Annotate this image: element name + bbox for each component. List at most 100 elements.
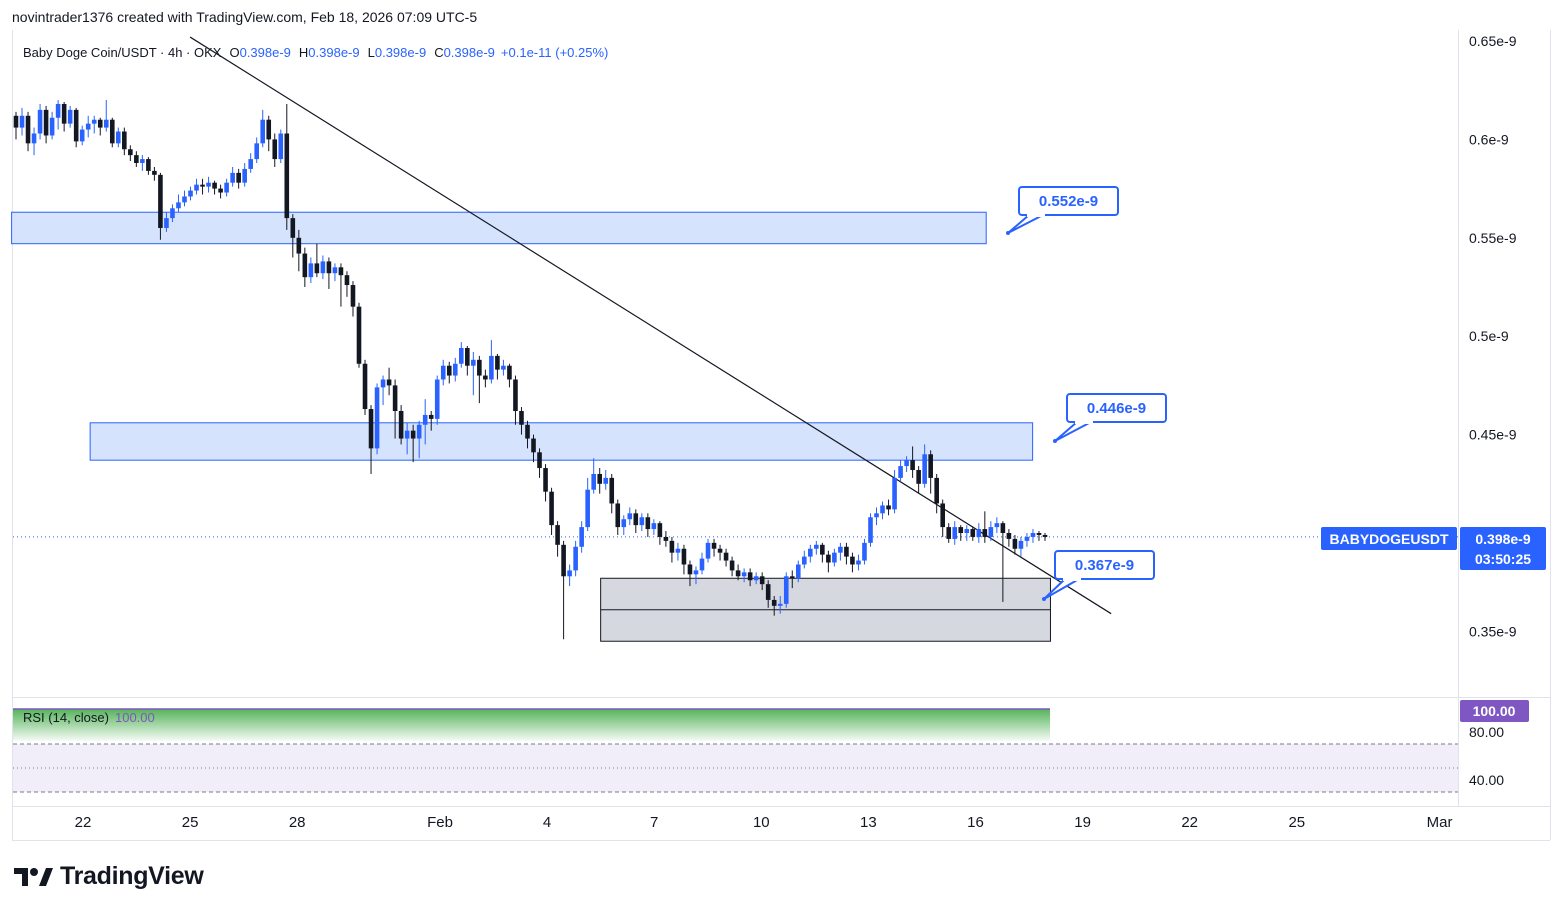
legend-open-value: 0.398e-9 [239, 45, 291, 60]
candle-body [266, 119, 272, 140]
time-tick-label: 19 [1074, 814, 1091, 831]
symbol-legend[interactable]: Baby Doge Coin/USDT · 4h · OKX O0.398e-9 H… [23, 45, 608, 60]
candle-body [115, 131, 121, 144]
candle-body [31, 133, 37, 144]
candle-body [988, 527, 994, 537]
candle-body [465, 348, 470, 366]
candle-body [862, 542, 867, 561]
price-tick-label: 0.6e-9 [1469, 131, 1509, 147]
candle-body [332, 267, 338, 274]
descending-trendline[interactable] [189, 36, 1112, 615]
zones-layer [11, 211, 1051, 642]
time-tick-label: Feb [427, 814, 453, 831]
callout-box-support[interactable] [1054, 550, 1155, 580]
time-tick-label: 7 [650, 814, 658, 831]
candle-body [1012, 538, 1018, 549]
callout-box-resistance-upper[interactable] [1018, 186, 1119, 216]
candles-layer [13, 100, 1048, 640]
candle-body [850, 556, 855, 565]
candle-body [597, 473, 603, 484]
price-tick-label: 0.35e-9 [1469, 623, 1517, 639]
candle-body [1000, 523, 1006, 533]
legend-low-label: L [367, 45, 375, 60]
trendline-layer[interactable] [189, 36, 1112, 615]
legend-change: +0.1e-11 (+0.25%) [500, 45, 609, 60]
candle-body [663, 536, 669, 541]
legend-close-value: 0.398e-9 [443, 45, 495, 60]
candle-body [615, 503, 621, 528]
time-tick-label: 13 [860, 814, 877, 831]
legend-close-label: C [434, 45, 444, 60]
candle-body [1018, 540, 1024, 549]
candle-body [398, 410, 404, 439]
candle-body [380, 379, 386, 388]
candle-body [826, 554, 831, 563]
candle-body [374, 387, 380, 449]
candle-body [639, 517, 645, 526]
callout-label-resistance-upper: 0.552e-9 [1039, 193, 1098, 210]
callout-pointer-resistance-upper [1007, 214, 1044, 234]
candle-body [892, 477, 897, 510]
candle-body [61, 103, 67, 124]
candle-body [128, 149, 133, 156]
candle-body [290, 218, 296, 238]
candle-body [67, 109, 73, 124]
candle-body [182, 196, 187, 203]
price-tick-label: 0.65e-9 [1469, 33, 1517, 49]
candle-body [747, 572, 753, 581]
tradingview-logo-text: TradingView [60, 862, 204, 890]
candle-body [856, 560, 861, 565]
candle-body [489, 355, 494, 380]
candle-body [248, 159, 253, 169]
candle-body [741, 572, 747, 577]
time-tick-label: 22 [1181, 814, 1198, 831]
candle-body [952, 527, 958, 539]
candle-body [477, 359, 482, 376]
callout-anchor-support [1042, 597, 1046, 601]
candle-body [976, 529, 982, 537]
candle-body [25, 115, 31, 144]
candle-body [452, 363, 458, 376]
rsi-tick-80: 80.00 [1469, 724, 1504, 740]
price-axis[interactable]: 0.65e-9 0.6e-9 0.55e-9 0.5e-9 0.45e-9 0.35e-9 [1469, 33, 1517, 639]
candle-body [404, 430, 410, 439]
tradingview-logo[interactable]: TradingView [14, 862, 204, 891]
callouts-layer[interactable]: 0.552e-9 0.446e-9 0.367e-9 [1006, 186, 1167, 601]
candle-body [820, 544, 825, 555]
candle-body [874, 513, 879, 518]
zone-resistance-upper [11, 211, 987, 245]
time-tick-label: 16 [967, 814, 984, 831]
candle-body [1036, 533, 1042, 535]
rsi-legend[interactable]: RSI (14, close) 100.00 [23, 710, 155, 725]
callout-anchor-resistance-mid [1053, 439, 1057, 443]
rsi-pane [13, 708, 1458, 793]
callout-box-resistance-mid[interactable] [1066, 393, 1167, 423]
rsi-badge-value: 100.00 [1473, 703, 1516, 719]
price-tick-label: 0.5e-9 [1469, 328, 1509, 344]
candle-body [440, 365, 446, 380]
candle-body [188, 190, 193, 197]
candle-body [73, 109, 79, 142]
symbol-badge: BABYDOGEUSDT [1321, 527, 1457, 550]
price-badge-countdown: 03:50:25 [1475, 551, 1531, 567]
candle-body [158, 174, 163, 228]
candle-body [880, 505, 885, 514]
candle-body [320, 261, 326, 274]
candle-body [97, 119, 103, 128]
candle-body [428, 414, 434, 419]
candle-body [994, 523, 1000, 528]
legend-low-value: 0.398e-9 [374, 45, 427, 60]
candle-body [368, 409, 374, 449]
candle-body [501, 365, 506, 370]
candle-body [669, 540, 675, 553]
candle-body [928, 454, 933, 478]
price-tick-label: 0.45e-9 [1469, 427, 1517, 443]
candle-body [868, 517, 873, 543]
candle-body [278, 133, 284, 160]
candle-body [212, 182, 217, 189]
time-axis[interactable]: 22 25 28 Feb 4 7 10 13 16 19 22 25 Mar [75, 814, 1453, 831]
callout-joint-support [1063, 577, 1081, 581]
candle-body [164, 218, 169, 228]
candle-body [1006, 533, 1012, 539]
